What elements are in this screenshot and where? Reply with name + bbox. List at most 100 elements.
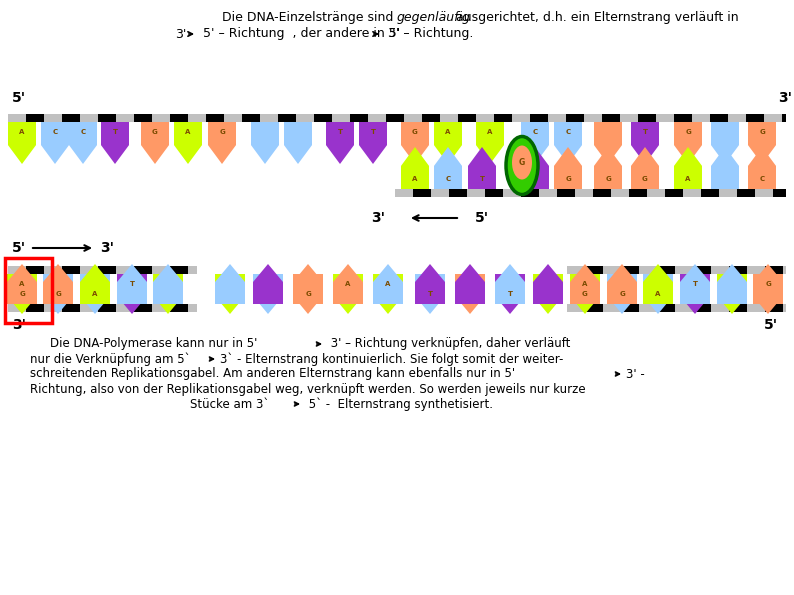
Bar <box>62 304 80 312</box>
Bar <box>8 266 26 274</box>
Text: T: T <box>533 176 538 181</box>
Text: C: C <box>52 129 57 136</box>
Bar <box>224 114 242 122</box>
Text: A: A <box>19 281 25 287</box>
Polygon shape <box>455 264 485 304</box>
Bar <box>530 114 548 122</box>
Polygon shape <box>293 274 323 314</box>
Polygon shape <box>521 122 549 164</box>
Bar <box>26 304 44 312</box>
Bar <box>152 304 170 312</box>
Text: 5': 5' <box>12 91 26 105</box>
Bar <box>494 114 512 122</box>
Polygon shape <box>117 274 147 314</box>
Text: A: A <box>488 129 493 136</box>
Bar <box>8 304 26 312</box>
Bar <box>26 266 44 274</box>
Bar <box>765 304 783 312</box>
Bar <box>567 304 585 312</box>
Polygon shape <box>41 122 69 164</box>
Polygon shape <box>643 264 673 304</box>
Bar <box>621 304 639 312</box>
Polygon shape <box>253 274 283 314</box>
Bar <box>639 304 657 312</box>
Polygon shape <box>326 122 354 164</box>
Bar <box>711 304 729 312</box>
Bar <box>26 114 44 122</box>
Polygon shape <box>521 147 549 189</box>
Text: T: T <box>129 281 134 287</box>
Text: Stücke am 3`: Stücke am 3` <box>190 397 269 411</box>
Polygon shape <box>69 122 97 164</box>
Bar <box>170 304 188 312</box>
Polygon shape <box>674 122 702 164</box>
Bar <box>350 114 368 122</box>
Polygon shape <box>607 264 637 304</box>
Polygon shape <box>43 264 73 304</box>
Bar <box>585 304 603 312</box>
Bar <box>773 189 786 197</box>
Polygon shape <box>495 264 525 304</box>
Text: G: G <box>582 291 588 297</box>
Text: 3': 3' <box>371 211 385 225</box>
Polygon shape <box>455 274 485 314</box>
Polygon shape <box>476 122 504 164</box>
Text: 3` - Elternstrang kontinuierlich. Sie folgt somit der weiter-: 3` - Elternstrang kontinuierlich. Sie fo… <box>220 352 564 366</box>
Text: Die DNA-Einzelstränge sind: Die DNA-Einzelstränge sind <box>222 11 397 24</box>
Bar <box>602 114 620 122</box>
Polygon shape <box>717 264 747 304</box>
Bar <box>521 189 539 197</box>
Polygon shape <box>570 274 600 314</box>
Bar <box>134 266 152 274</box>
Bar <box>567 266 585 274</box>
Bar <box>593 189 611 197</box>
Polygon shape <box>43 274 73 314</box>
Text: A: A <box>582 281 588 287</box>
Polygon shape <box>631 147 659 189</box>
Polygon shape <box>333 264 363 304</box>
Bar <box>296 114 314 122</box>
Polygon shape <box>7 274 37 314</box>
Bar <box>675 266 693 274</box>
Bar <box>603 266 621 274</box>
Bar <box>116 266 134 274</box>
Bar <box>116 304 134 312</box>
Polygon shape <box>711 122 739 164</box>
Bar <box>692 114 710 122</box>
Text: Richtung, also von der Replikationsgabel weg, verknüpft werden. So werden jeweil: Richtung, also von der Replikationsgabel… <box>30 383 586 396</box>
Polygon shape <box>748 122 776 164</box>
Polygon shape <box>415 264 445 304</box>
Polygon shape <box>717 274 747 314</box>
Text: G: G <box>605 176 611 181</box>
Text: G: G <box>642 176 648 181</box>
Bar <box>188 266 197 274</box>
Text: G: G <box>152 129 158 136</box>
Text: G: G <box>619 291 625 297</box>
Text: C: C <box>565 129 571 136</box>
Polygon shape <box>495 274 525 314</box>
Bar <box>476 114 494 122</box>
Text: A: A <box>185 129 191 136</box>
Polygon shape <box>533 264 563 304</box>
Polygon shape <box>434 147 462 189</box>
Polygon shape <box>468 147 496 189</box>
Bar <box>603 304 621 312</box>
Text: 3' – Richtung verknüpfen, daher verläuft: 3' – Richtung verknüpfen, daher verläuft <box>327 337 570 350</box>
Polygon shape <box>748 147 776 189</box>
Bar <box>5 258 52 323</box>
Text: A: A <box>445 129 451 136</box>
Polygon shape <box>174 122 202 164</box>
Text: G: G <box>685 129 691 136</box>
Polygon shape <box>293 264 323 304</box>
Ellipse shape <box>512 146 532 180</box>
Polygon shape <box>594 122 622 164</box>
Bar <box>449 189 467 197</box>
Polygon shape <box>253 264 283 304</box>
Text: A: A <box>655 291 661 297</box>
Polygon shape <box>711 147 739 189</box>
Text: 5` -  Elternstrang synthetisiert.: 5` - Elternstrang synthetisiert. <box>305 397 493 411</box>
Bar <box>512 114 530 122</box>
Bar <box>746 114 764 122</box>
Bar <box>566 114 584 122</box>
Polygon shape <box>401 147 429 189</box>
